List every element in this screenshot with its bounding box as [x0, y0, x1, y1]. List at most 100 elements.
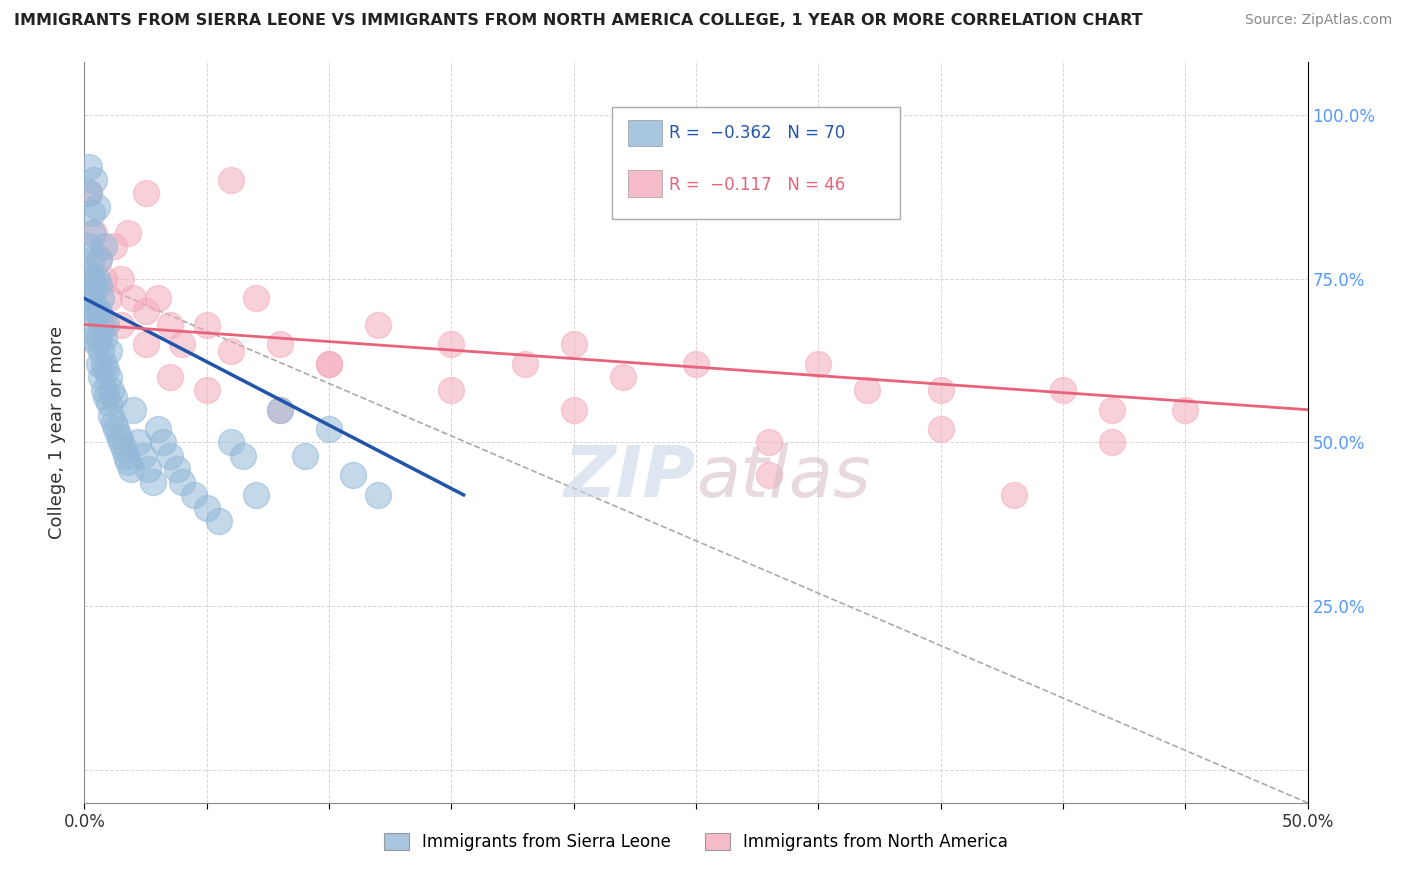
- Point: [90, 370, 112, 384]
- Text: atlas: atlas: [696, 442, 870, 511]
- Y-axis label: College, 1 year or more: College, 1 year or more: [48, 326, 66, 539]
- Point: [758, 468, 780, 483]
- Point: [80, 206, 103, 220]
- Point: [112, 442, 135, 456]
- Point: [1052, 383, 1074, 397]
- Point: [195, 500, 218, 515]
- Point: [96, 318, 118, 332]
- Point: [93, 271, 115, 285]
- Legend: Immigrants from Sierra Leone, Immigrants from North America: Immigrants from Sierra Leone, Immigrants…: [377, 826, 1015, 857]
- Point: [105, 422, 128, 436]
- Point: [127, 435, 149, 450]
- Point: [929, 383, 952, 397]
- Point: [132, 449, 155, 463]
- Point: [83, 330, 105, 344]
- Point: [107, 429, 129, 443]
- Point: [110, 435, 132, 450]
- Point: [83, 278, 105, 293]
- Point: [97, 396, 120, 410]
- Point: [93, 383, 115, 397]
- Point: [103, 390, 125, 404]
- Point: [83, 226, 105, 240]
- Point: [856, 383, 879, 397]
- Point: [245, 291, 267, 305]
- Point: [807, 357, 830, 371]
- Point: [100, 383, 122, 397]
- Point: [87, 252, 110, 266]
- Point: [172, 337, 194, 351]
- Text: R =  −0.117   N = 46: R = −0.117 N = 46: [669, 176, 845, 194]
- Point: [80, 318, 103, 332]
- Point: [115, 449, 138, 463]
- Point: [97, 291, 120, 305]
- Point: [110, 318, 132, 332]
- Point: [83, 304, 105, 318]
- Point: [294, 449, 316, 463]
- Point: [86, 200, 108, 214]
- Point: [87, 278, 110, 293]
- Point: [269, 337, 291, 351]
- Point: [122, 402, 145, 417]
- Point: [103, 416, 125, 430]
- Point: [685, 357, 707, 371]
- Point: [232, 449, 254, 463]
- Point: [367, 488, 389, 502]
- Point: [90, 343, 112, 358]
- Point: [612, 370, 634, 384]
- Point: [219, 343, 242, 358]
- Point: [159, 449, 181, 463]
- Text: ZIP: ZIP: [564, 442, 696, 511]
- Point: [100, 409, 122, 424]
- Point: [86, 271, 108, 285]
- Point: [80, 291, 103, 305]
- Point: [219, 435, 242, 450]
- Point: [93, 239, 115, 253]
- Point: [77, 186, 100, 201]
- Point: [342, 468, 364, 483]
- Point: [269, 402, 291, 417]
- Point: [90, 318, 112, 332]
- Text: IMMIGRANTS FROM SIERRA LEONE VS IMMIGRANTS FROM NORTH AMERICA COLLEGE, 1 YEAR OR: IMMIGRANTS FROM SIERRA LEONE VS IMMIGRAN…: [14, 13, 1143, 29]
- Point: [195, 383, 218, 397]
- Point: [117, 226, 139, 240]
- Point: [120, 461, 142, 475]
- Point: [87, 330, 110, 344]
- Point: [135, 337, 157, 351]
- Point: [80, 226, 103, 240]
- Point: [135, 304, 157, 318]
- Point: [1002, 488, 1025, 502]
- Point: [208, 514, 231, 528]
- Point: [80, 252, 103, 266]
- Point: [90, 291, 112, 305]
- Point: [93, 357, 115, 371]
- Point: [1174, 402, 1197, 417]
- Point: [440, 337, 463, 351]
- Point: [1101, 435, 1123, 450]
- Point: [136, 461, 159, 475]
- Point: [562, 337, 585, 351]
- Point: [183, 488, 205, 502]
- Point: [96, 363, 118, 377]
- Point: [77, 239, 100, 253]
- Point: [87, 252, 110, 266]
- Point: [440, 383, 463, 397]
- Point: [245, 488, 267, 502]
- Point: [146, 291, 169, 305]
- Point: [93, 330, 115, 344]
- Point: [93, 318, 115, 332]
- Point: [97, 343, 120, 358]
- Point: [142, 475, 165, 489]
- Point: [87, 357, 110, 371]
- Point: [166, 461, 188, 475]
- Point: [219, 173, 242, 187]
- Point: [83, 173, 105, 187]
- Point: [1101, 402, 1123, 417]
- Point: [77, 265, 100, 279]
- Point: [562, 402, 585, 417]
- Point: [77, 291, 100, 305]
- Point: [929, 422, 952, 436]
- Point: [367, 318, 389, 332]
- Point: [122, 291, 145, 305]
- Text: R =  −0.362   N = 70: R = −0.362 N = 70: [669, 124, 845, 142]
- Point: [159, 370, 181, 384]
